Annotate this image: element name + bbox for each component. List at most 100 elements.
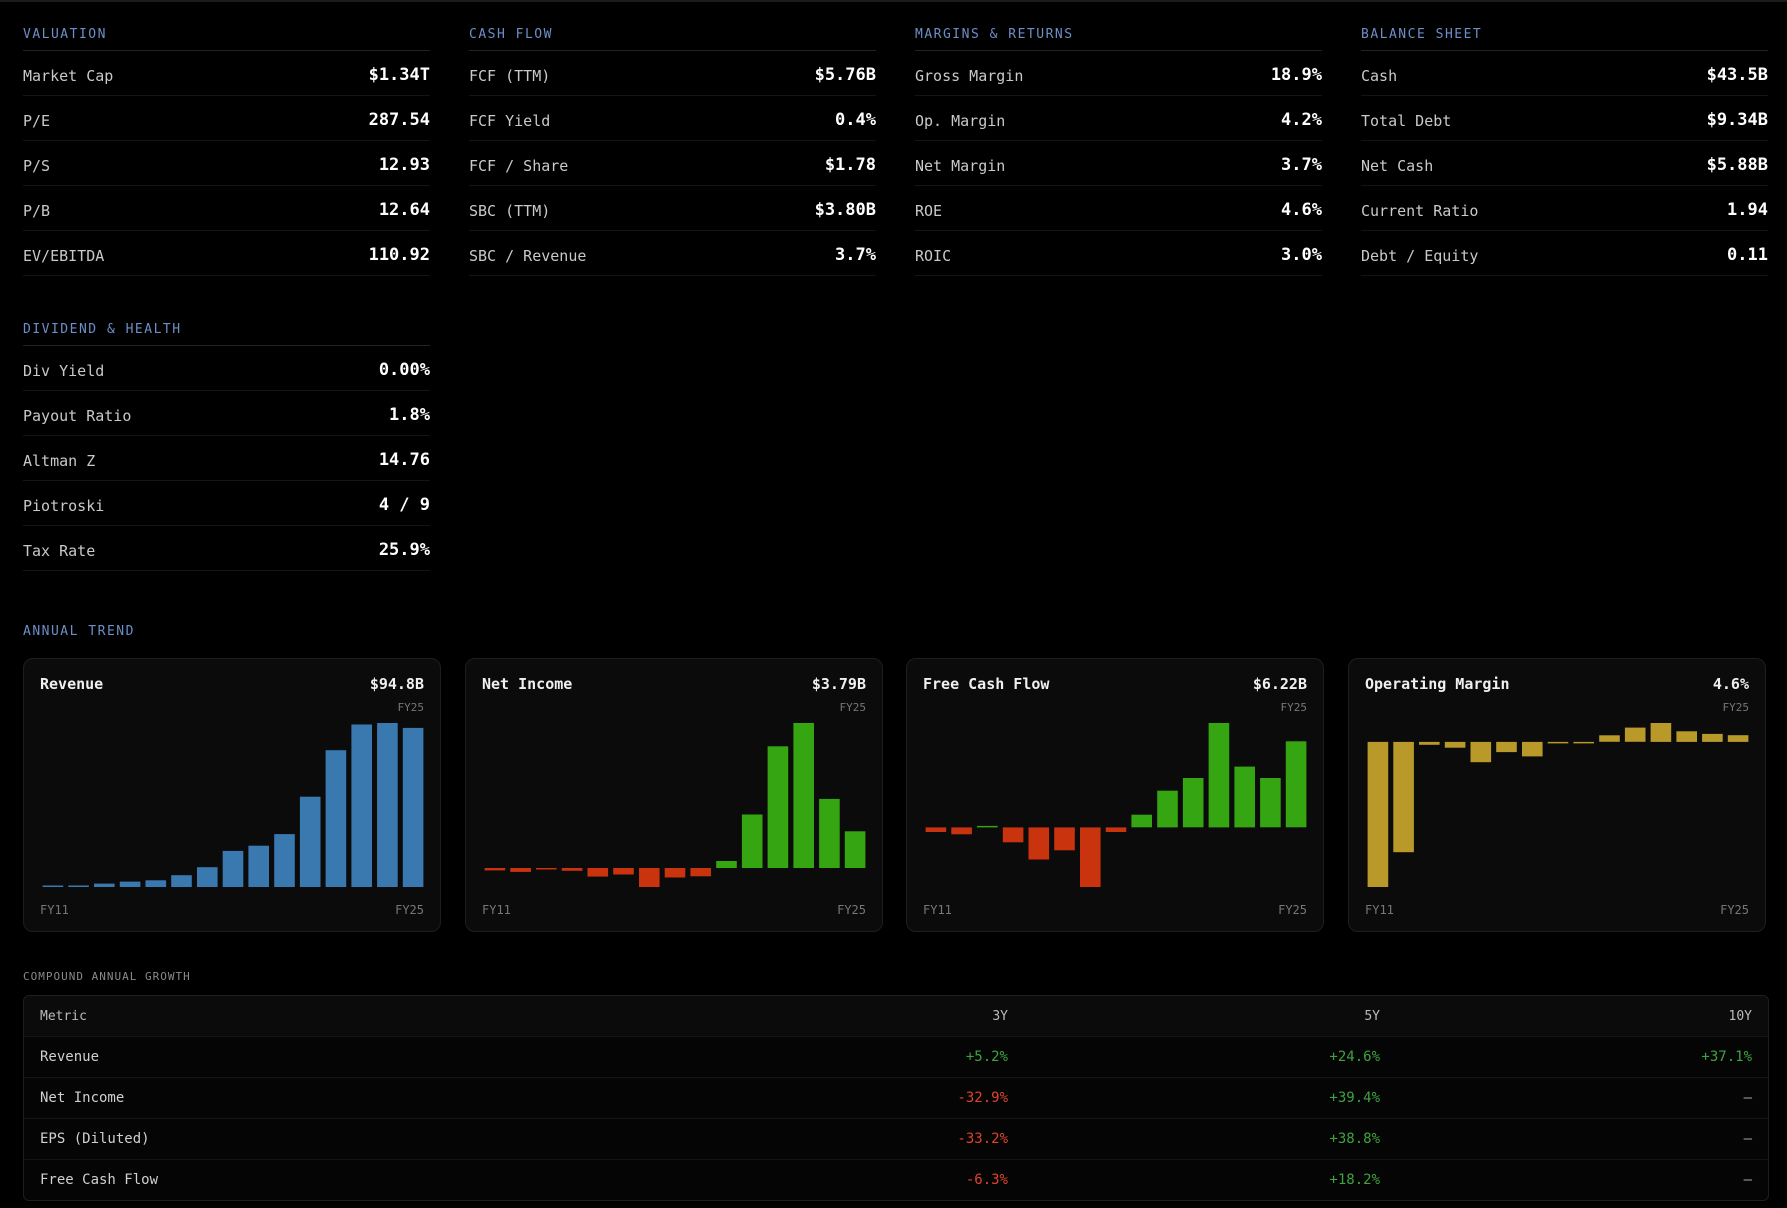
bar-fy18 bbox=[222, 850, 244, 887]
metric-row: P/E 287.54 bbox=[23, 96, 430, 141]
metric-row: Debt / Equity 0.11 bbox=[1361, 231, 1768, 276]
bar-fy25 bbox=[844, 831, 866, 868]
metric-value: $9.34B bbox=[1706, 110, 1768, 130]
metric-label: P/E bbox=[23, 112, 51, 130]
trend-card-net-income[interactable]: Net Income $3.79B FY25 FY11 FY25 bbox=[465, 658, 883, 932]
metric-row: Net Cash $5.88B bbox=[1361, 141, 1768, 186]
bar-fy12 bbox=[68, 885, 89, 887]
metric-row: P/B 12.64 bbox=[23, 186, 430, 231]
metric-row: SBC / Revenue 3.7% bbox=[469, 231, 876, 276]
bar-fy11 bbox=[484, 868, 506, 871]
table-row: Free Cash Flow -6.3% +18.2% — bbox=[24, 1160, 1768, 1200]
bar-fy16 bbox=[171, 875, 192, 887]
bar-fy25 bbox=[1727, 735, 1749, 742]
metric-row: FCF Yield 0.4% bbox=[469, 96, 876, 141]
metric-row: P/S 12.93 bbox=[23, 141, 430, 186]
metric-row: Altman Z 14.76 bbox=[23, 436, 430, 481]
metric-label: Total Debt bbox=[1361, 112, 1452, 130]
metric-label: FCF / Share bbox=[469, 157, 569, 175]
metric-label: Div Yield bbox=[23, 362, 105, 380]
metric-row: Total Debt $9.34B bbox=[1361, 96, 1768, 141]
cash-flow-panel: CASH FLOW FCF (TTM) $5.76B FCF Yield 0.4% FC… bbox=[469, 26, 876, 276]
bar-fy19 bbox=[1131, 814, 1152, 828]
bar-fy24 bbox=[819, 798, 840, 868]
bar-fy13 bbox=[1419, 741, 1440, 745]
bar-fy14 bbox=[1002, 827, 1024, 843]
bar-fy16 bbox=[1496, 741, 1517, 753]
metric-label: Gross Margin bbox=[915, 67, 1024, 85]
valuation-panel: VALUATION Market Cap $1.34T P/E 287.54 P/S 12… bbox=[23, 26, 430, 276]
metric-row: Market Cap $1.34T bbox=[23, 51, 430, 96]
metric-label: Net Margin bbox=[915, 157, 1006, 175]
margins-panel: MARGINS & RETURNS Gross Margin 18.9% Op. M… bbox=[915, 26, 1322, 276]
metric-value: $43.5B bbox=[1706, 65, 1768, 85]
card-period: FY25 bbox=[839, 701, 867, 714]
metric-row: EV/EBITDA 110.92 bbox=[23, 231, 430, 276]
value-3y: -33.2% bbox=[957, 1131, 1008, 1147]
bar-fy19 bbox=[1573, 741, 1594, 744]
section-title: CASH FLOW bbox=[469, 26, 876, 51]
trend-card-revenue[interactable]: Revenue $94.8B FY25 FY11 FY25 bbox=[23, 658, 441, 932]
card-end-label: FY25 bbox=[1278, 903, 1307, 917]
free-cash-flow-chart bbox=[925, 723, 1307, 887]
metric-row: SBC (TTM) $3.80B bbox=[469, 186, 876, 231]
card-value: $6.22B bbox=[1252, 675, 1307, 693]
card-value: $3.79B bbox=[811, 675, 866, 693]
metric-label: Market Cap bbox=[23, 67, 114, 85]
bar-fy18 bbox=[1547, 741, 1569, 744]
card-period: FY25 bbox=[1280, 701, 1308, 714]
bar-fy21 bbox=[741, 814, 763, 868]
metric-label: Tax Rate bbox=[23, 542, 96, 560]
metric-value: 0.11 bbox=[1727, 245, 1768, 265]
table-row: Revenue +5.2% +24.6% +37.1% bbox=[24, 1037, 1768, 1078]
bar-fy15 bbox=[1028, 827, 1050, 860]
value-5y: +39.4% bbox=[1329, 1090, 1380, 1106]
card-end-label: FY25 bbox=[1720, 903, 1749, 917]
header-5y: 5Y bbox=[1364, 1008, 1380, 1024]
trend-card-free-cash-flow[interactable]: Free Cash Flow $6.22B FY25 FY11 FY25 bbox=[906, 658, 1324, 932]
card-value: 4.6% bbox=[1712, 675, 1749, 693]
operating-margin-chart bbox=[1367, 723, 1749, 887]
bar-fy22 bbox=[767, 746, 789, 868]
metric-label: P/S bbox=[23, 157, 51, 175]
metric-value: 12.93 bbox=[378, 155, 430, 175]
metric-row: Cash $43.5B bbox=[1361, 51, 1768, 96]
metric-row: Gross Margin 18.9% bbox=[915, 51, 1322, 96]
revenue-chart bbox=[42, 723, 424, 887]
bar-fy17 bbox=[197, 867, 218, 887]
bar-fy16 bbox=[613, 868, 634, 875]
bar-fy11 bbox=[1367, 741, 1389, 887]
metric-value: 4 / 9 bbox=[378, 495, 430, 515]
table-row: EPS (Diluted) -33.2% +38.8% — bbox=[24, 1119, 1768, 1160]
bar-fy24 bbox=[1702, 733, 1723, 742]
bar-fy20 bbox=[716, 861, 737, 868]
metric-row: Tax Rate 25.9% bbox=[23, 526, 430, 571]
card-title: Revenue bbox=[40, 675, 104, 693]
metric-value: 4.6% bbox=[1281, 200, 1322, 220]
metric-label: FCF (TTM) bbox=[469, 67, 551, 85]
bar-fy25 bbox=[402, 727, 424, 887]
metric-value: 3.7% bbox=[835, 245, 876, 265]
trend-card-operating-margin[interactable]: Operating Margin 4.6% FY25 FY11 FY25 bbox=[1348, 658, 1766, 932]
table-row: Net Income -32.9% +39.4% — bbox=[24, 1078, 1768, 1119]
bar-fy23 bbox=[1234, 766, 1255, 828]
value-5y: +38.8% bbox=[1329, 1131, 1380, 1147]
bar-fy14 bbox=[1444, 741, 1466, 748]
header-10y: 10Y bbox=[1728, 1008, 1752, 1024]
metric-value: 25.9% bbox=[378, 540, 430, 560]
card-start-label: FY11 bbox=[40, 903, 69, 917]
metric-label: Net Cash bbox=[1361, 157, 1434, 175]
metric-label: EV/EBITDA bbox=[23, 247, 105, 265]
bar-fy22 bbox=[325, 750, 347, 887]
card-title: Free Cash Flow bbox=[923, 675, 1050, 693]
metric-value: $5.76B bbox=[814, 65, 876, 85]
bar-fy17 bbox=[1080, 827, 1101, 887]
metric-row: ROIC 3.0% bbox=[915, 231, 1322, 276]
value-10y: — bbox=[1743, 1172, 1752, 1188]
section-title: MARGINS & RETURNS bbox=[915, 26, 1322, 51]
table-header-row: Metric 3Y 5Y 10Y bbox=[24, 996, 1768, 1037]
net-income-chart bbox=[484, 723, 866, 887]
metric-value: 110.92 bbox=[368, 245, 430, 265]
metric-value: $1.78 bbox=[824, 155, 876, 175]
metric-value: 3.0% bbox=[1281, 245, 1322, 265]
